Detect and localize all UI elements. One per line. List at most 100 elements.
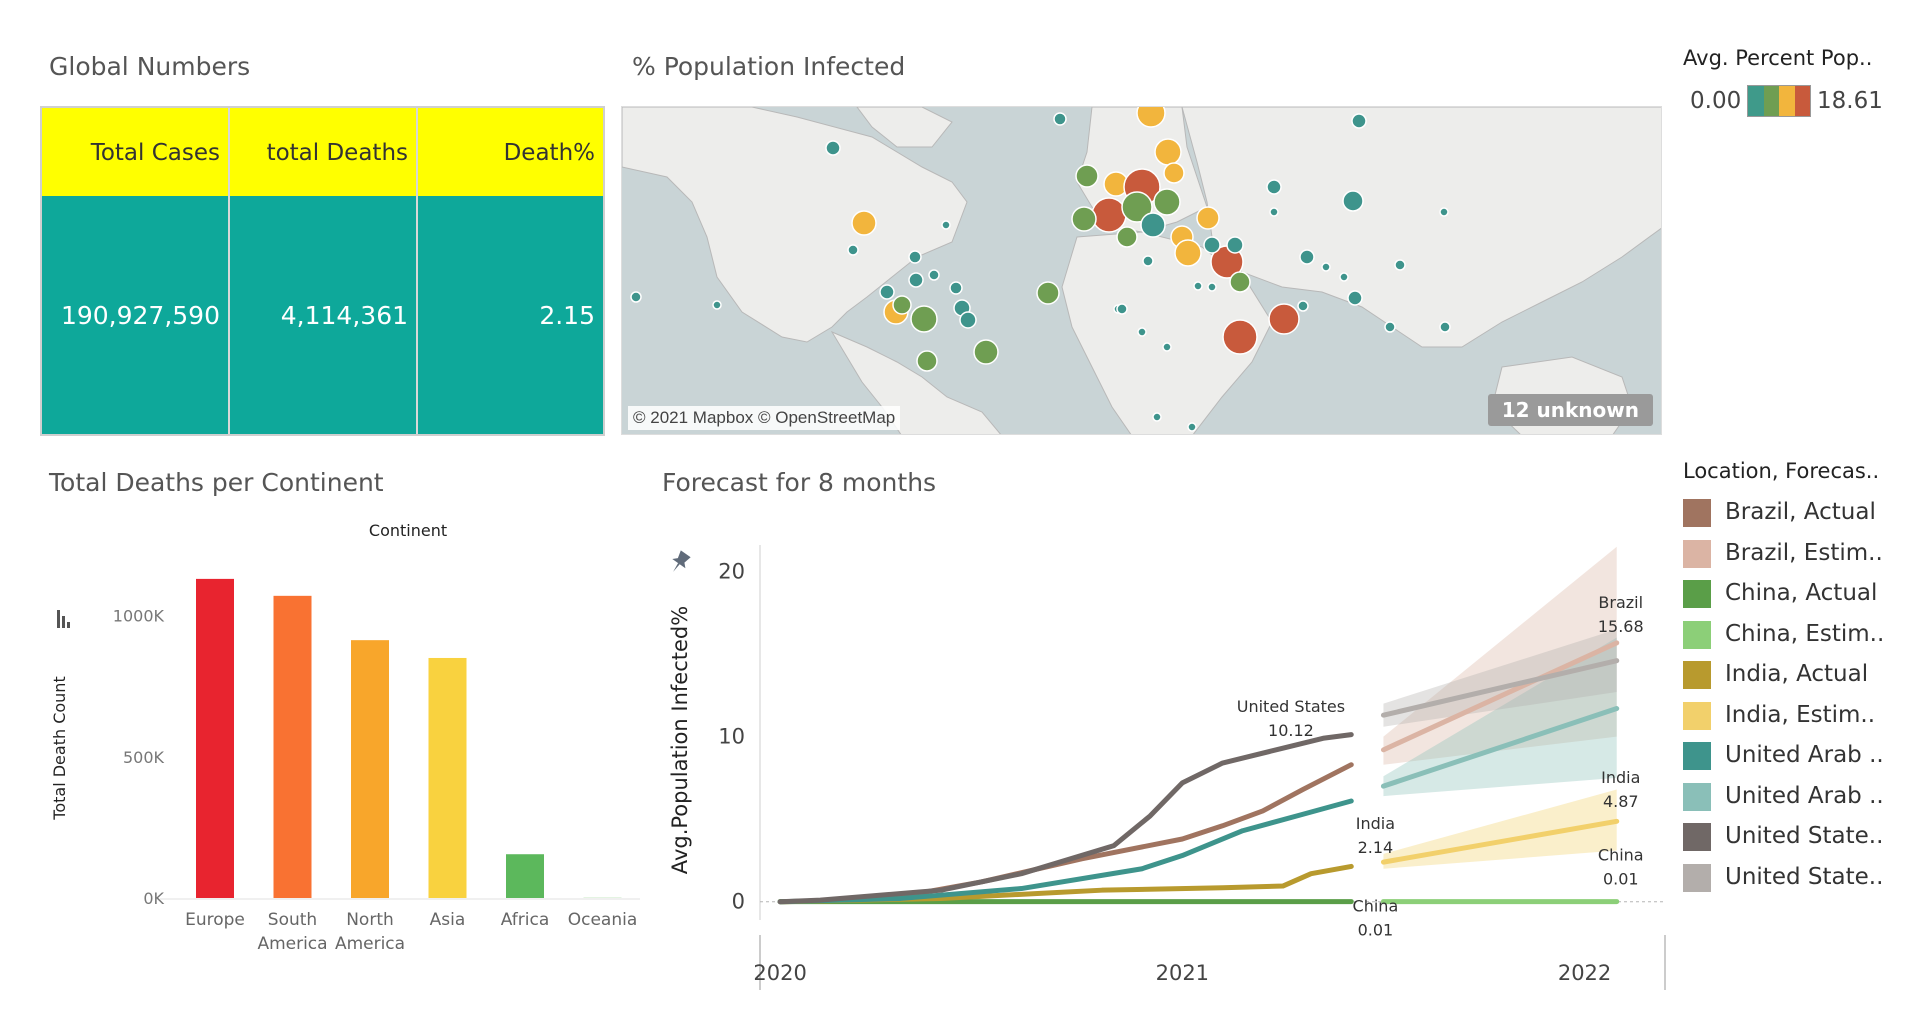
legend-gradient-stop	[1779, 86, 1795, 116]
legend-gradient-stop	[1794, 86, 1810, 116]
y-tick-label: 500K	[123, 748, 165, 767]
legend-swatch	[1683, 823, 1711, 851]
x-tick-label: America	[257, 934, 327, 954]
x-tick-label: 2020	[753, 961, 806, 985]
legend-item[interactable]: Brazil, Actual	[1683, 497, 1913, 527]
legend-item[interactable]: United Arab ..	[1683, 781, 1913, 811]
total-cases-value: 190,927,590	[60, 301, 220, 330]
map-title: % Population Infected	[632, 52, 906, 81]
asia-land	[1181, 107, 1661, 348]
forecast-y-axis-label: Avg.Population Infected%	[668, 606, 692, 874]
table-header-cell: Total Cases	[42, 108, 228, 196]
series-line[interactable]	[1380, 706, 1620, 789]
annotation-value: 15.68	[1598, 617, 1644, 636]
legend-item[interactable]: United State..	[1683, 821, 1913, 851]
series-line[interactable]	[1380, 640, 1620, 753]
legend-swatch	[1683, 620, 1711, 649]
bar-marks[interactable]	[160, 578, 640, 900]
legend-label: Brazil, Estim..	[1725, 539, 1883, 566]
y-axis-ticks: 0K 500K 1000K	[113, 607, 165, 908]
legend-label: United Arab ..	[1725, 782, 1884, 809]
chart-legend-title: Continent	[369, 521, 447, 540]
y-axis-label: Total Death Count	[50, 676, 69, 820]
legend-label: China, Estim..	[1725, 620, 1885, 647]
total-deaths-header: total Deaths	[266, 140, 408, 166]
south-america-land	[830, 330, 1001, 434]
legend-swatch	[1683, 782, 1711, 811]
legend-item[interactable]: India, Actual	[1683, 659, 1913, 689]
series-line[interactable]	[1380, 818, 1620, 865]
map-canvas[interactable]	[622, 107, 1662, 435]
total-deaths-column: total Deaths 4,114,361	[230, 108, 418, 434]
bar-chart-icon[interactable]	[57, 610, 70, 628]
annotation-value: 0.01	[1358, 921, 1394, 940]
series-line[interactable]	[777, 863, 1354, 905]
north-america-land	[622, 107, 968, 343]
legend-label: United State..	[1725, 863, 1884, 890]
legend-item[interactable]: Brazil, Estim..	[1683, 538, 1913, 568]
infection-map[interactable]: © 2021 Mapbox © OpenStreetMap 12 unknown	[621, 106, 1662, 435]
legend-gradient-stop	[1763, 86, 1779, 116]
map-markers[interactable]	[630, 107, 1451, 432]
bar[interactable]	[273, 595, 312, 898]
series-line[interactable]	[777, 732, 1354, 905]
bar[interactable]	[196, 578, 234, 898]
legend-swatch	[1683, 539, 1711, 568]
legend-item[interactable]: United Arab ..	[1683, 740, 1913, 770]
total-cases-column: Total Cases 190,927,590	[42, 108, 230, 434]
x-tick-label: 2022	[1558, 961, 1611, 985]
x-tick-label: Asia	[430, 910, 466, 930]
bar[interactable]	[428, 657, 467, 898]
continent-chart-title: Total Deaths per Continent	[49, 468, 384, 497]
annotation-label: India	[1601, 768, 1640, 787]
legend-label: India, Estim..	[1725, 701, 1876, 728]
unknown-locations-badge[interactable]: 12 unknown	[1487, 394, 1653, 426]
table-value-cell: 4,114,361	[230, 196, 416, 434]
map-legend-title: Avg. Percent Pop..	[1683, 46, 1873, 70]
legend-swatch	[1683, 499, 1711, 527]
x-axis-labels: Europe South America North America Asia Africa…	[185, 910, 637, 954]
y-tick-label: 20	[718, 560, 745, 584]
confidence-band	[1383, 546, 1617, 765]
death-percent-value: 2.15	[539, 301, 595, 330]
confidence-band	[1383, 789, 1617, 869]
legend-swatch	[1683, 661, 1711, 689]
x-tick-label: Europe	[185, 910, 245, 930]
legend-gradient-stop	[1748, 86, 1764, 116]
y-axis-label-group: Total Death Count	[50, 676, 69, 820]
legend-swatch	[1683, 580, 1711, 608]
annotation-value: 4.87	[1603, 792, 1639, 811]
forecast-annotations: United States 10.12 India 2.14 China 0.01 Braz…	[1237, 593, 1644, 940]
death-percent-column: Death% 2.15	[418, 108, 603, 434]
annotation-label: Brazil	[1598, 593, 1643, 612]
y-tick-label: 10	[718, 725, 745, 749]
annotation-value: 0.01	[1603, 869, 1639, 888]
map-attribution[interactable]: © 2021 Mapbox © OpenStreetMap	[628, 406, 901, 430]
table-header-cell: Death%	[418, 108, 603, 196]
legend-swatch	[1683, 742, 1711, 770]
legend-item[interactable]: India, Estim..	[1683, 700, 1913, 730]
forecast-y-label-group: Avg.Population Infected%	[668, 606, 692, 874]
map-legend-gradient	[1747, 85, 1811, 117]
legend-swatch	[1683, 863, 1711, 892]
pin-icon[interactable]	[667, 549, 693, 576]
legend-item[interactable]: United State..	[1683, 862, 1913, 892]
series-line[interactable]	[777, 798, 1354, 905]
total-deaths-value: 4,114,361	[280, 301, 408, 330]
legend-item[interactable]: China, Actual	[1683, 578, 1913, 608]
x-tick-label: South	[268, 910, 317, 930]
legend-item[interactable]: China, Estim..	[1683, 619, 1913, 649]
bar[interactable]	[351, 640, 389, 898]
global-numbers-table: Total Cases 190,927,590 total Deaths 4,1…	[40, 106, 605, 436]
death-percent-header: Death%	[503, 140, 595, 166]
series-line[interactable]	[1380, 658, 1620, 718]
forecast-series-lines[interactable]	[777, 640, 1620, 905]
map-legend-max: 18.61	[1817, 88, 1883, 114]
total-cases-header: Total Cases	[90, 140, 220, 166]
annotation-label: United States	[1237, 697, 1345, 716]
y-tick-label: 1000K	[113, 607, 165, 626]
legend-swatch	[1683, 701, 1711, 730]
bar[interactable]	[506, 854, 544, 898]
legend-label: United State..	[1725, 823, 1884, 849]
